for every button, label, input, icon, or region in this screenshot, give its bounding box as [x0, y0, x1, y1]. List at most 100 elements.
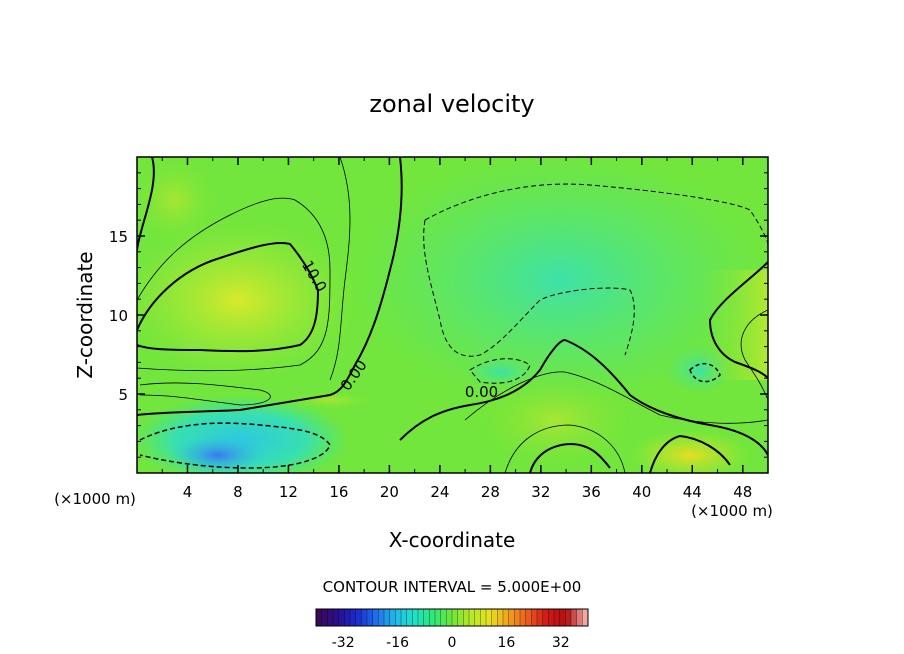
y-tick-label: 10 [109, 307, 128, 325]
colorbar-cell [429, 609, 436, 626]
colorbar-cell [418, 609, 425, 626]
colorbar-cell [554, 609, 561, 626]
y-axis: 5 10 15 [109, 172, 768, 458]
colorbar-cell [491, 609, 498, 626]
y-axis-label: Z-coordinate [73, 251, 97, 378]
colorbar-cell [389, 609, 396, 626]
colorbar-cell [406, 609, 413, 626]
colorbar-cell [440, 609, 447, 626]
colorbar-cell [486, 609, 493, 626]
colorbar-cell [384, 609, 391, 626]
x-tick-label: 16 [329, 483, 348, 501]
colorbar-tick-label: 16 [497, 635, 515, 651]
colorbar-tick-label: -32 [332, 635, 355, 651]
x-tick-label: 36 [582, 483, 601, 501]
colorbar-cell [372, 609, 379, 626]
colorbar-cell [571, 609, 578, 626]
contour-zero-east [708, 261, 768, 379]
contour-neg-dashed-2 [423, 219, 635, 357]
contour-5-lower [139, 382, 271, 406]
colorbar-cell [503, 609, 510, 626]
contour-5-right [464, 371, 768, 424]
contour-zero-right [399, 338, 768, 456]
x-tick-label: 48 [733, 483, 752, 501]
colorbar-cell [497, 609, 504, 626]
colorbar-cell [401, 609, 408, 626]
x-axis-label: X-coordinate [389, 528, 516, 552]
colorbar-tick-label: -16 [386, 635, 409, 651]
colorbar-cell [542, 609, 549, 626]
x-axis: 4 8 12 16 20 24 28 32 36 40 44 48 [161, 157, 752, 501]
contour-lines [137, 157, 768, 473]
colorbar-cell [469, 609, 476, 626]
x-tick-label: 40 [632, 483, 651, 501]
colorbar-cell [582, 609, 589, 626]
colorbar-cell [435, 609, 442, 626]
colorbar-cell [423, 609, 430, 626]
contour-neg-dashed-1 [424, 183, 768, 246]
contour-5-left [137, 197, 331, 372]
x-tick-label: 32 [531, 483, 550, 501]
colorbar-cell [412, 609, 419, 626]
colorbar-cell [565, 609, 572, 626]
colorbar-tick-label: 0 [448, 635, 457, 651]
colorbar-cell [355, 609, 362, 626]
colorbar-cell [514, 609, 521, 626]
colorbar-cell [480, 609, 487, 626]
colorbar-cell [452, 609, 459, 626]
colorbar-cell [344, 609, 351, 626]
contour-zero-lower [529, 442, 611, 473]
contour-5-bottom [504, 424, 626, 473]
x-tick-label: 44 [683, 483, 702, 501]
colorbar-cell [395, 609, 402, 626]
chart-title: zonal velocity [369, 90, 534, 118]
colorbar-cell [316, 609, 323, 626]
colorbar-tick-label: 32 [552, 635, 570, 651]
contour-10 [137, 242, 320, 353]
colorbar-cell [321, 609, 328, 626]
contour-5-east [740, 309, 768, 401]
x-tick-label: 8 [233, 483, 243, 501]
colorbar-cell [333, 609, 340, 626]
colorbar-cell [463, 609, 470, 626]
colorbar [315, 608, 589, 627]
colorbar-cell [531, 609, 538, 626]
x-tick-label: 28 [481, 483, 500, 501]
colorbar-cell [338, 609, 345, 626]
colorbar-cell [446, 609, 453, 626]
colorbar-cell [520, 609, 527, 626]
colorbar-cell [525, 609, 532, 626]
contour-5-top [329, 157, 351, 381]
contour-zero-main [137, 157, 403, 416]
colorbar-frame [315, 608, 589, 627]
contour-label: 0.00 [465, 383, 498, 401]
contour-neg-dashed-4 [139, 422, 331, 469]
x-tick-label: 12 [279, 483, 298, 501]
contour-neg-right [649, 434, 731, 473]
colorbar-cell [576, 609, 583, 626]
y-tick-label: 5 [118, 386, 128, 404]
x-tick-label: 24 [430, 483, 449, 501]
colorbar-cell [474, 609, 481, 626]
x-tick-label: 4 [183, 483, 193, 501]
colorbar-ticks: -32 -16 0 16 32 [332, 635, 570, 651]
y-tick-label: 15 [109, 228, 128, 246]
colorbar-cell [350, 609, 357, 626]
heatmap-field [137, 157, 768, 473]
colorbar-cell [457, 609, 464, 626]
colorbar-cell [537, 609, 544, 626]
colorbar-cell [378, 609, 385, 626]
colorbar-cell [361, 609, 368, 626]
contour-interval-text: CONTOUR INTERVAL = 5.000E+00 [323, 578, 582, 596]
colorbar-cell [508, 609, 515, 626]
contour-neg-dashed-5 [689, 363, 721, 383]
x-tick-label: 20 [380, 483, 399, 501]
colorbar-cell [327, 609, 334, 626]
contour-neg-dashed-3 [469, 358, 531, 384]
x-unit-label-right: (×1000 m) [691, 502, 773, 520]
colorbar-cell [367, 609, 374, 626]
colorbar-cell [548, 609, 555, 626]
x-unit-label-left: (×1000 m) [54, 490, 136, 508]
colorbar-cell [559, 609, 566, 626]
